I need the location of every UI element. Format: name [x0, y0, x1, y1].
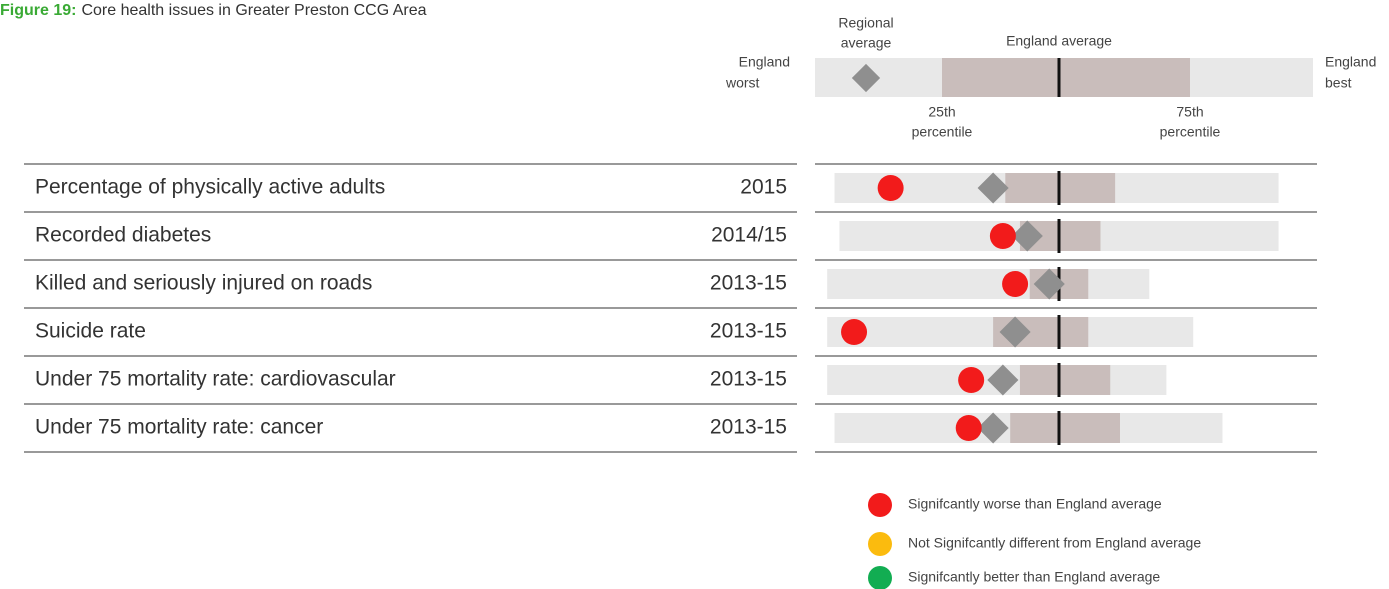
key-best: England	[1325, 54, 1376, 70]
value-dot	[989, 223, 1016, 249]
key-average: England average	[1006, 33, 1112, 49]
value-dot	[955, 415, 982, 441]
key-iqr	[942, 58, 1190, 97]
row-period: 2013-15	[710, 272, 787, 295]
key-p25: percentile	[912, 124, 973, 140]
row-label: Killed and seriously injured on roads	[35, 272, 372, 295]
row-label: Recorded diabetes	[35, 224, 211, 247]
row-period: 2014/15	[711, 224, 787, 247]
regional-diamond	[977, 412, 1009, 444]
key-regional: average	[841, 35, 892, 51]
value-dot	[958, 367, 985, 393]
key-p75: 75th	[1176, 104, 1203, 120]
row-label: Under 75 mortality rate: cancer	[35, 416, 323, 439]
key-worst: England	[739, 54, 790, 70]
key-regional: Regional	[838, 15, 893, 31]
row-label: Under 75 mortality rate: cardiovascular	[35, 368, 396, 391]
row-period: 2015	[740, 176, 787, 199]
chart-title: Figure 19: Core health issues in Greater …	[0, 2, 427, 19]
regional-diamond	[987, 364, 1019, 396]
legend-swatch	[868, 532, 892, 556]
row-label: Percentage of physically active adults	[35, 176, 385, 199]
value-dot	[877, 175, 904, 201]
legend-swatch	[868, 566, 892, 589]
legend-label: Signifcantly better than England average	[908, 569, 1160, 585]
key-p25: 25th	[928, 104, 955, 120]
figure-number: Figure 19:	[0, 2, 76, 19]
range-bar	[827, 269, 1150, 299]
regional-diamond	[1033, 268, 1065, 300]
regional-diamond	[999, 316, 1031, 348]
legend-label: Not Signifcantly different from England …	[908, 535, 1201, 551]
iqr-bar	[1010, 413, 1120, 443]
key-p75: percentile	[1160, 124, 1221, 140]
title: Core health issues in Greater Preston CC…	[81, 2, 426, 19]
legend-swatch	[868, 493, 892, 517]
key-diamond	[851, 63, 881, 93]
value-dot	[1002, 271, 1029, 297]
row-period: 2013-15	[710, 320, 787, 343]
iqr-bar	[1019, 365, 1111, 395]
row-period: 2013-15	[710, 368, 787, 391]
row-period: 2013-15	[710, 416, 787, 439]
value-dot	[841, 319, 868, 345]
key-worst: worst	[725, 75, 760, 91]
key-best: best	[1325, 75, 1352, 91]
legend-label: Signifcantly worse than England average	[908, 496, 1162, 512]
row-label: Suicide rate	[35, 320, 146, 343]
